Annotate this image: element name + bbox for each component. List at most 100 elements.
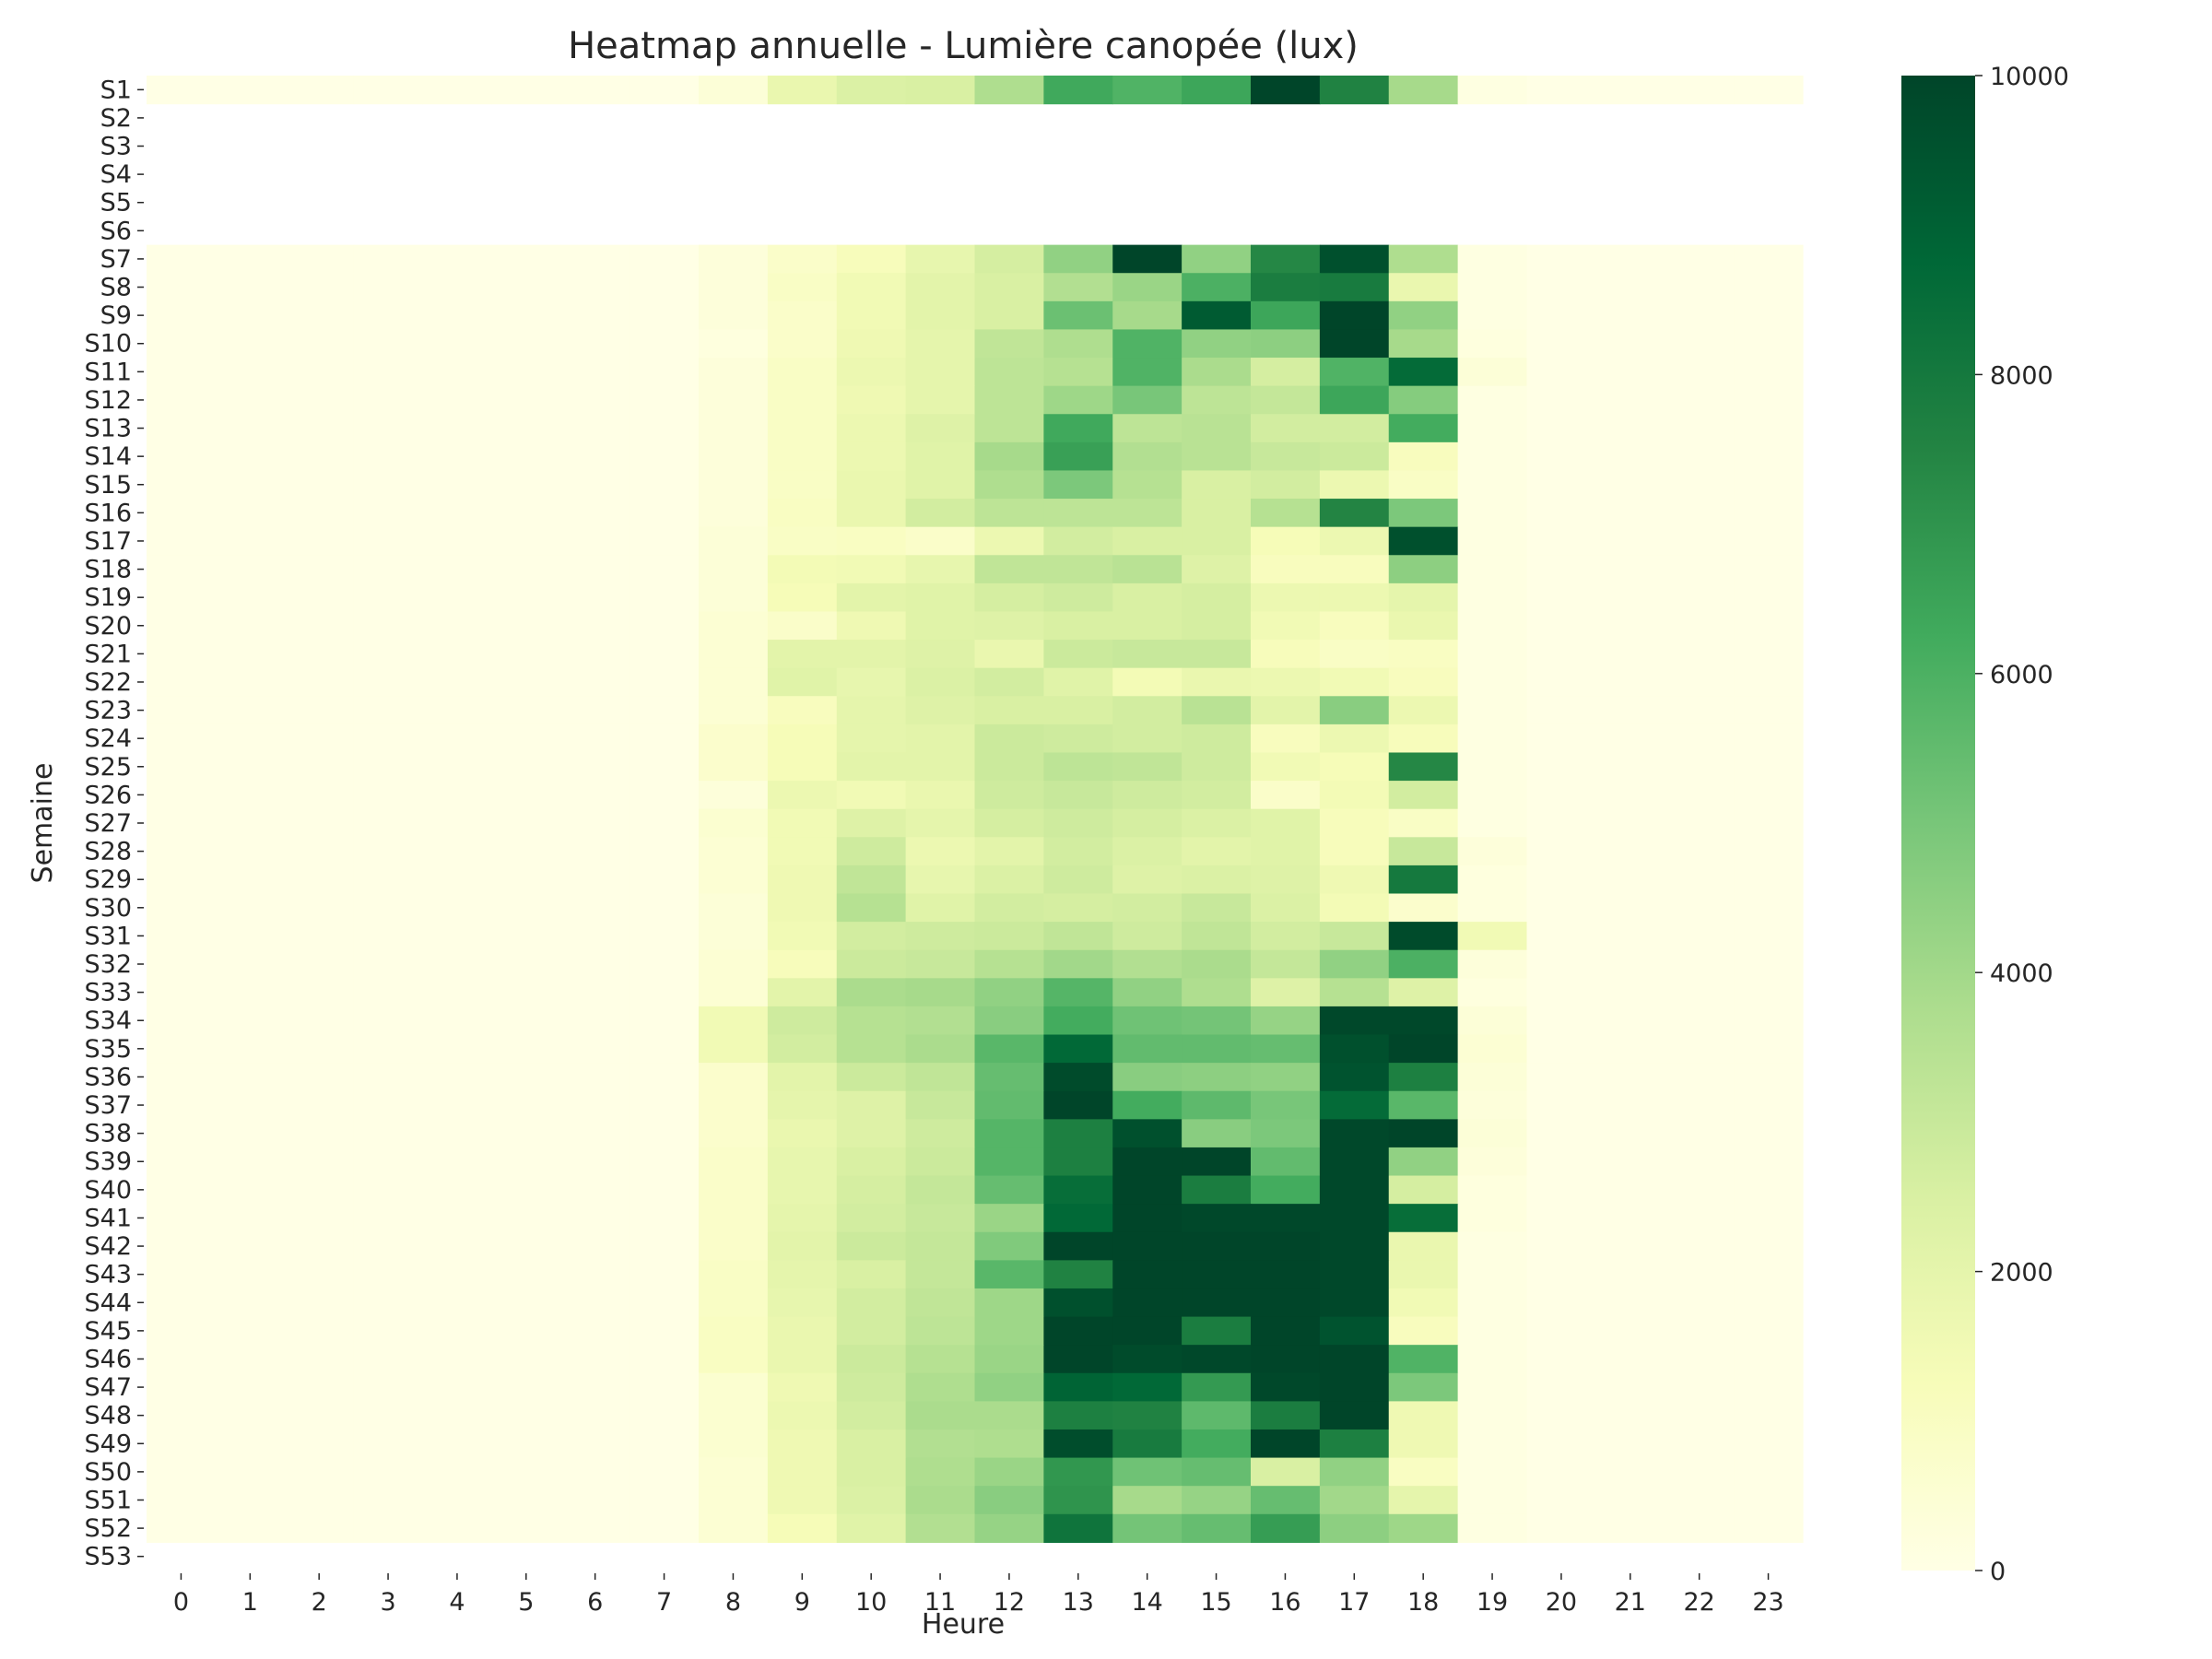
- heatmap-cell: [767, 470, 838, 500]
- heatmap-cell: [1182, 752, 1252, 782]
- heatmap-cell: [422, 329, 492, 359]
- heatmap-cell: [1595, 1147, 1665, 1177]
- heatmap-cell: [1457, 1401, 1528, 1430]
- heatmap-cell: [1319, 1090, 1390, 1120]
- heatmap-cell: [1112, 1486, 1182, 1515]
- heatmap-cell: [147, 1316, 217, 1346]
- heatmap-cell: [1043, 1090, 1113, 1120]
- heatmap-cell: [767, 273, 838, 302]
- x-axis-label: Heure: [922, 1608, 1005, 1641]
- heatmap-cell: [699, 1063, 769, 1092]
- y-tick-label: S9: [100, 301, 132, 330]
- heatmap-cell: [1457, 949, 1528, 979]
- heatmap-cell: [1112, 611, 1182, 641]
- heatmap-cell: [491, 385, 561, 415]
- heatmap-cell: [1665, 949, 1735, 979]
- heatmap-cell: [1319, 441, 1390, 472]
- heatmap-cell: [699, 1260, 769, 1289]
- heatmap-cell: [147, 1372, 217, 1402]
- heatmap-cell: [1595, 978, 1665, 1007]
- heatmap-cell: [1182, 1345, 1252, 1374]
- heatmap-cell: [147, 1260, 217, 1289]
- heatmap-cell: [1595, 1231, 1665, 1261]
- heatmap-cell: [629, 1034, 700, 1064]
- heatmap-cell: [1319, 808, 1390, 838]
- heatmap-cell: [215, 640, 286, 669]
- heatmap-cell: [491, 611, 561, 641]
- heatmap-cell: [1526, 1260, 1596, 1289]
- heatmap-cell: [353, 1345, 424, 1374]
- y-tick-label: S29: [85, 865, 133, 894]
- heatmap-cell: [699, 922, 769, 951]
- heatmap-cell: [1734, 1175, 1804, 1205]
- heatmap-cell: [974, 1006, 1044, 1036]
- heatmap-cell: [767, 724, 838, 754]
- heatmap-cell: [284, 667, 355, 697]
- heatmap-cell: [491, 949, 561, 979]
- heatmap-cell: [629, 358, 700, 387]
- heatmap-cell: [767, 667, 838, 697]
- heatmap-cell: [1595, 1204, 1665, 1233]
- heatmap-cell: [147, 640, 217, 669]
- heatmap-cell: [1251, 1006, 1321, 1036]
- heatmap-cell: [353, 949, 424, 979]
- heatmap-cell: [284, 1372, 355, 1402]
- x-tick-label: 9: [794, 1588, 810, 1617]
- heatmap-cell: [560, 808, 630, 838]
- heatmap-cell: [974, 499, 1044, 528]
- heatmap-cell: [1595, 1006, 1665, 1036]
- heatmap-cell: [284, 1457, 355, 1487]
- heatmap-cell: [1734, 582, 1804, 613]
- y-axis: S1S2S3S4S5S6S7S8S9S10S11S12S13S14S15S16S…: [85, 76, 144, 1571]
- heatmap-cell: [974, 526, 1044, 556]
- heatmap-cell: [1734, 1006, 1804, 1036]
- heatmap-cell: [767, 696, 838, 725]
- heatmap-cell: [1182, 1175, 1252, 1205]
- heatmap-cell: [422, 837, 492, 866]
- heatmap-cell: [1182, 1063, 1252, 1092]
- heatmap-cell: [353, 1231, 424, 1261]
- heatmap-cell: [1182, 244, 1252, 274]
- heatmap-cell: [836, 1288, 907, 1318]
- heatmap-cell: [1457, 1429, 1528, 1459]
- heatmap-cell: [767, 499, 838, 528]
- heatmap-cell: [284, 978, 355, 1007]
- heatmap-cell: [215, 724, 286, 754]
- heatmap-cell: [1251, 696, 1321, 725]
- heatmap-cell: [1526, 76, 1596, 105]
- heatmap-cell: [836, 724, 907, 754]
- heatmap-cell: [1526, 1401, 1596, 1430]
- heatmap-cell: [353, 611, 424, 641]
- heatmap-cell: [560, 526, 630, 556]
- y-tick-label: S5: [100, 189, 132, 218]
- heatmap-cell: [1526, 582, 1596, 613]
- heatmap-cell: [1043, 526, 1113, 556]
- heatmap-cell: [1319, 499, 1390, 528]
- heatmap-cell: [1112, 1457, 1182, 1487]
- heatmap-cell: [1388, 949, 1459, 979]
- heatmap-cell: [1251, 978, 1321, 1007]
- heatmap-cell: [1043, 1063, 1113, 1092]
- heatmap-cell: [560, 696, 630, 725]
- heatmap-cell: [1251, 1372, 1321, 1402]
- heatmap-cell: [1251, 611, 1321, 641]
- heatmap-cell: [560, 1401, 630, 1430]
- heatmap-cell: [1388, 300, 1459, 331]
- heatmap-cell: [147, 1175, 217, 1205]
- heatmap-cell: [1388, 499, 1459, 528]
- heatmap-cell: [1112, 1006, 1182, 1036]
- heatmap-cell: [629, 329, 700, 359]
- heatmap-cell: [767, 358, 838, 387]
- y-tick-label: S39: [85, 1147, 133, 1176]
- heatmap-cell: [491, 244, 561, 274]
- heatmap-cell: [1526, 1486, 1596, 1515]
- heatmap-cell: [215, 978, 286, 1007]
- heatmap-cell: [215, 1260, 286, 1289]
- heatmap-cell: [284, 1260, 355, 1289]
- heatmap-cell: [422, 1147, 492, 1177]
- heatmap-cell: [629, 1147, 700, 1177]
- heatmap-cell: [1319, 244, 1390, 274]
- heatmap-cell: [1251, 1345, 1321, 1374]
- heatmap-cell: [1319, 1372, 1390, 1402]
- heatmap-cell: [1665, 1147, 1735, 1177]
